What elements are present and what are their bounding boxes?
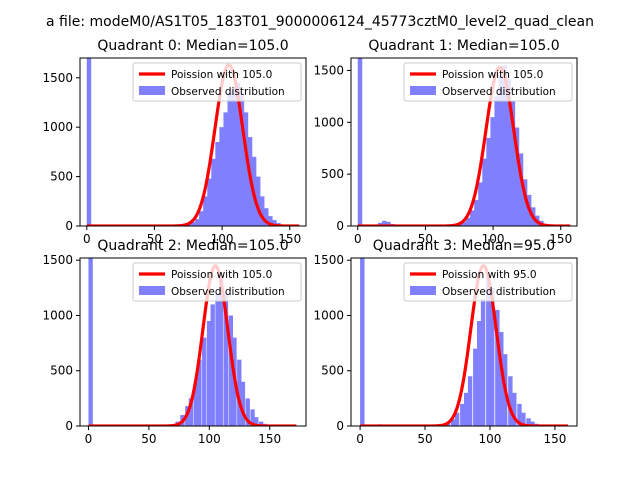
- hist-bar: [219, 127, 223, 226]
- hist-bar: [464, 393, 468, 426]
- hist-bar: [199, 211, 203, 226]
- legend-fit-label: Poission with 105.0: [171, 69, 272, 81]
- subplot-title: Quadrant 1: Median=105.0: [368, 38, 559, 54]
- hist-bar: [88, 258, 92, 426]
- y-tick-label: 1000: [42, 308, 73, 322]
- hist-bar: [232, 88, 236, 226]
- legend-fit-label: Poission with 105.0: [171, 269, 272, 281]
- hist-bar: [482, 159, 486, 226]
- hist-bar: [203, 196, 207, 226]
- x-tick-label: 150: [258, 432, 281, 446]
- y-tick-label: 1000: [313, 308, 344, 322]
- y-tick-label: 1500: [313, 63, 344, 77]
- legend-fit-label: Poission with 95.0: [442, 269, 537, 281]
- y-tick-label: 500: [50, 170, 73, 184]
- legend-hist-swatch: [139, 86, 165, 95]
- hist-bar: [478, 182, 482, 226]
- x-tick-label: 0: [356, 432, 364, 446]
- legend-hist-swatch: [139, 286, 165, 295]
- hist-bar: [215, 142, 219, 226]
- hist-bar: [211, 159, 215, 226]
- legend-hist-label: Observed distribution: [171, 86, 285, 98]
- hist-bar: [470, 210, 474, 226]
- x-tick-label: 50: [141, 432, 156, 446]
- subplot-title: Quadrant 0: Median=105.0: [97, 38, 288, 54]
- hist-bar: [477, 321, 481, 426]
- x-tick-label: 100: [198, 432, 221, 446]
- hist-bar: [207, 179, 211, 226]
- hist-bar: [486, 138, 490, 226]
- hist-bar: [494, 96, 498, 226]
- y-tick-label: 0: [65, 419, 73, 433]
- hist-bar: [490, 117, 494, 226]
- hist-bar: [195, 219, 199, 226]
- y-tick-label: 1000: [313, 115, 344, 129]
- x-tick-label: 150: [543, 432, 566, 446]
- legend-fit-label: Poission with 105.0: [442, 69, 543, 81]
- legend-hist-label: Observed distribution: [171, 286, 285, 298]
- hist-bar: [202, 338, 206, 426]
- legend-hist-swatch: [410, 86, 436, 95]
- hist-bar: [228, 93, 232, 226]
- y-tick-label: 1500: [42, 71, 73, 85]
- hist-bar: [358, 58, 362, 226]
- legend-hist-swatch: [410, 286, 436, 295]
- hist-bar: [211, 304, 215, 426]
- y-tick-label: 0: [65, 219, 73, 233]
- hist-bar: [360, 258, 364, 426]
- hist-bar: [87, 58, 91, 226]
- subplot-title: Quadrant 2: Median=105.0: [97, 238, 288, 254]
- x-tick-label: 100: [479, 432, 502, 446]
- x-tick-label: 0: [354, 232, 362, 246]
- y-tick-label: 1000: [42, 120, 73, 134]
- hist-bar: [481, 299, 485, 426]
- hist-bar: [473, 349, 477, 426]
- y-tick-label: 500: [50, 364, 73, 378]
- y-tick-label: 1500: [313, 253, 344, 267]
- subplot-title: Quadrant 3: Median=95.0: [373, 238, 555, 254]
- legend-hist-label: Observed distribution: [442, 286, 556, 298]
- y-tick-label: 500: [321, 167, 344, 181]
- hist-bar: [468, 376, 472, 426]
- hist-bar: [223, 112, 227, 226]
- y-tick-label: 1500: [42, 253, 73, 267]
- figure-suptitle: a file: modeM0/AS1T05_183T01_9000006124_…: [46, 14, 594, 30]
- x-tick-label: 0: [83, 232, 91, 246]
- y-tick-label: 0: [336, 419, 344, 433]
- x-tick-label: 50: [417, 432, 432, 446]
- x-tick-label: 0: [85, 432, 93, 446]
- y-tick-label: 500: [321, 364, 344, 378]
- legend-hist-label: Observed distribution: [442, 86, 556, 98]
- hist-bar: [460, 404, 464, 426]
- hist-bar: [474, 200, 478, 226]
- y-tick-label: 0: [336, 219, 344, 233]
